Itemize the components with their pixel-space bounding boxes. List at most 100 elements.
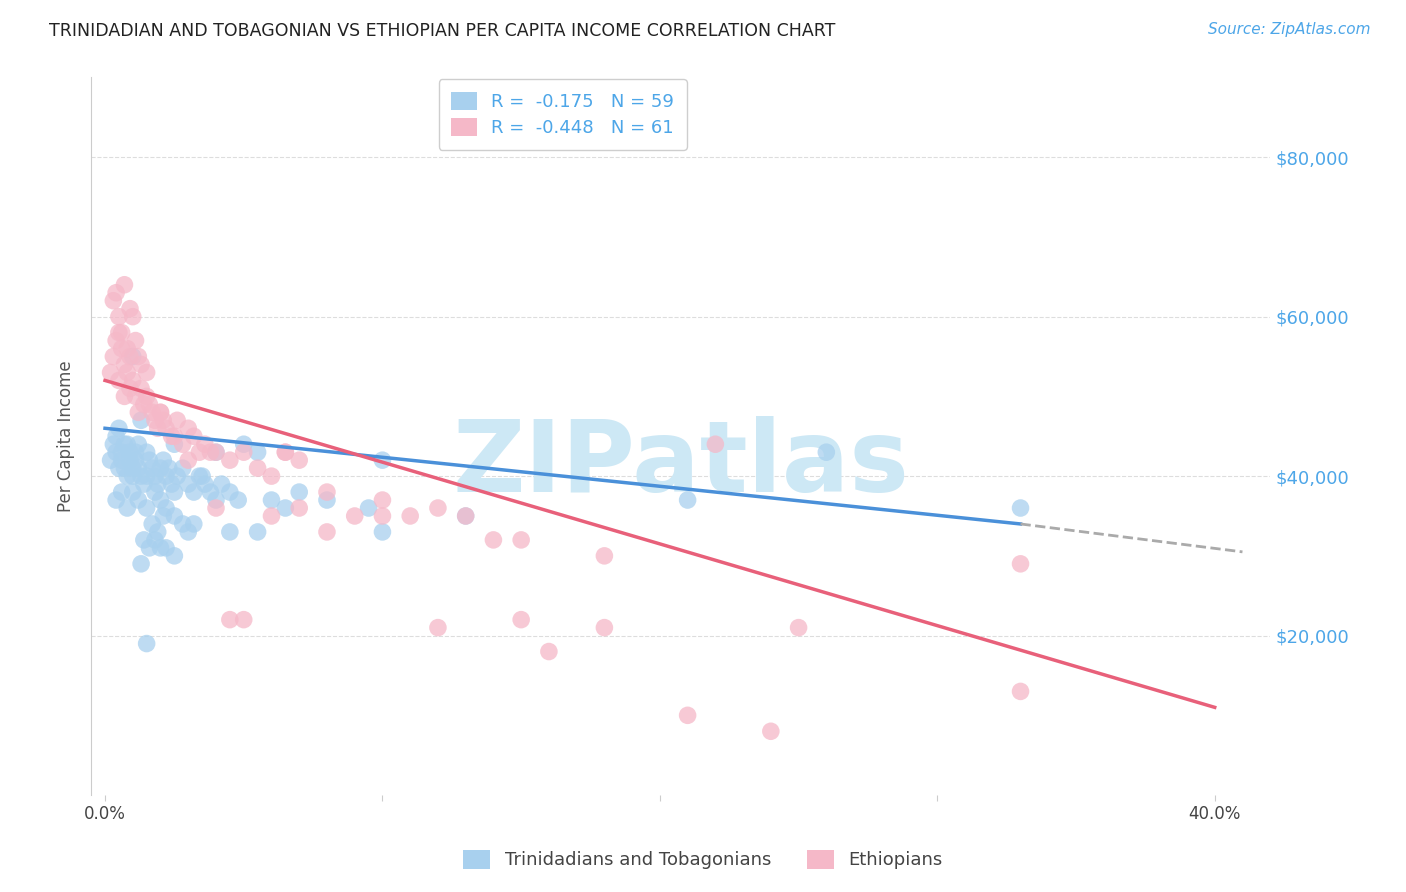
Point <box>177 524 200 539</box>
Point <box>141 461 163 475</box>
Point <box>218 524 240 539</box>
Y-axis label: Per Capita Income: Per Capita Income <box>58 360 75 512</box>
Point <box>166 469 188 483</box>
Point <box>593 621 616 635</box>
Point <box>103 437 125 451</box>
Point <box>124 389 146 403</box>
Point <box>105 493 128 508</box>
Point <box>143 469 166 483</box>
Point <box>149 405 172 419</box>
Point <box>100 366 122 380</box>
Point <box>260 469 283 483</box>
Point <box>129 381 152 395</box>
Point <box>200 445 222 459</box>
Point <box>815 445 838 459</box>
Text: ZIPatlas: ZIPatlas <box>453 417 910 514</box>
Point <box>371 453 394 467</box>
Point <box>218 453 240 467</box>
Point <box>129 557 152 571</box>
Point <box>152 508 174 523</box>
Point <box>149 405 172 419</box>
Point <box>157 461 180 475</box>
Point <box>343 508 366 523</box>
Point <box>127 461 149 475</box>
Point <box>114 277 136 292</box>
Point <box>177 421 200 435</box>
Point <box>194 437 217 451</box>
Point <box>274 501 297 516</box>
Point <box>124 453 146 467</box>
Point <box>108 310 131 324</box>
Point <box>111 342 134 356</box>
Point <box>172 437 194 451</box>
Point <box>232 437 254 451</box>
Point <box>138 541 160 555</box>
Point <box>218 485 240 500</box>
Point <box>129 469 152 483</box>
Point <box>121 461 143 475</box>
Point <box>759 724 782 739</box>
Point <box>246 445 269 459</box>
Point <box>260 493 283 508</box>
Point <box>135 636 157 650</box>
Legend: Trinidadians and Tobagonians, Ethiopians: Trinidadians and Tobagonians, Ethiopians <box>454 841 952 879</box>
Point <box>127 437 149 451</box>
Point <box>132 397 155 411</box>
Point <box>787 621 810 635</box>
Point <box>163 429 186 443</box>
Point <box>160 477 183 491</box>
Point <box>146 524 169 539</box>
Point <box>155 541 177 555</box>
Point <box>288 453 311 467</box>
Point <box>183 485 205 500</box>
Point <box>111 445 134 459</box>
Text: Source: ZipAtlas.com: Source: ZipAtlas.com <box>1208 22 1371 37</box>
Point <box>132 477 155 491</box>
Point <box>152 453 174 467</box>
Point <box>676 493 699 508</box>
Point <box>138 453 160 467</box>
Point <box>593 549 616 563</box>
Point <box>316 493 339 508</box>
Point <box>143 413 166 427</box>
Point <box>105 445 128 459</box>
Point <box>155 501 177 516</box>
Point <box>118 350 141 364</box>
Point <box>135 501 157 516</box>
Point <box>108 373 131 387</box>
Point <box>105 334 128 348</box>
Point <box>205 445 228 459</box>
Point <box>704 437 727 451</box>
Point <box>121 310 143 324</box>
Point <box>274 445 297 459</box>
Point <box>537 644 560 658</box>
Point <box>371 493 394 508</box>
Point <box>160 429 183 443</box>
Point <box>155 421 177 435</box>
Point <box>232 445 254 459</box>
Point <box>1010 684 1032 698</box>
Point <box>399 508 422 523</box>
Point <box>260 508 283 523</box>
Point <box>194 477 217 491</box>
Point <box>676 708 699 723</box>
Point <box>135 469 157 483</box>
Point <box>288 501 311 516</box>
Point <box>177 453 200 467</box>
Point <box>105 285 128 300</box>
Point <box>1010 557 1032 571</box>
Point <box>114 461 136 475</box>
Point <box>108 326 131 340</box>
Point <box>138 397 160 411</box>
Point <box>172 516 194 531</box>
Point <box>205 445 228 459</box>
Point <box>132 533 155 547</box>
Point <box>205 501 228 516</box>
Point <box>211 477 233 491</box>
Point <box>129 413 152 427</box>
Point <box>111 453 134 467</box>
Point <box>188 445 211 459</box>
Point <box>226 493 249 508</box>
Point <box>454 508 477 523</box>
Point <box>124 445 146 459</box>
